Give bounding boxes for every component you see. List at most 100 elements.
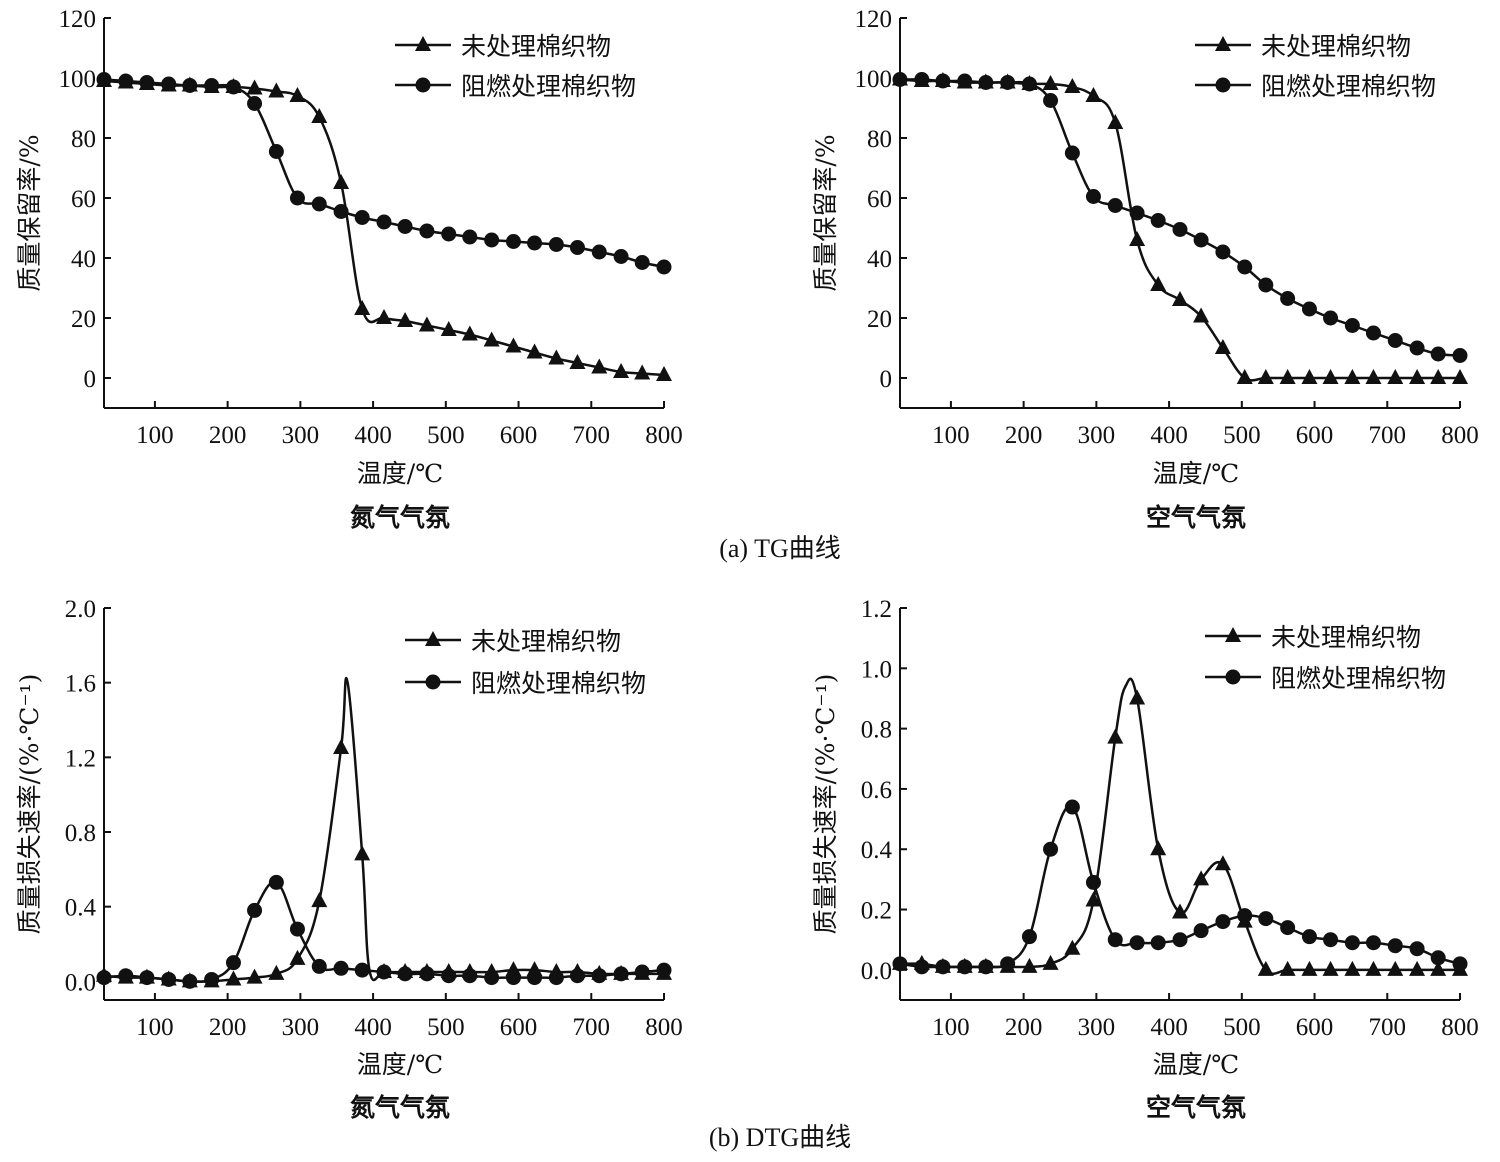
x-tick-label: 200 (209, 1014, 247, 1041)
chart-panel-3: 100 200 300 400 500 600 700 800 0.0 0.2 0.4 0.6 0.8 1… (811, 596, 1479, 1122)
data-point (1344, 960, 1361, 976)
x-tick-label: 700 (573, 1014, 611, 1041)
x-tick-label: 100 (932, 422, 970, 449)
data-point (1430, 950, 1446, 966)
data-point (161, 971, 177, 987)
y-tick-label: 60 (867, 186, 892, 213)
series-circle (96, 874, 672, 989)
x-tick-label: 500 (427, 422, 465, 449)
data-point (268, 82, 285, 98)
data-point (1129, 689, 1146, 705)
data-point (505, 970, 521, 986)
y-tick-label: 120 (59, 6, 97, 33)
data-point (1237, 908, 1253, 924)
data-point (1064, 78, 1081, 93)
x-axis-label: 温度/℃ (1153, 459, 1239, 488)
data-point (505, 234, 521, 249)
x-tick-label: 700 (573, 422, 611, 449)
data-point (548, 237, 564, 252)
y-axis-label: 质量损失速率/(%·℃⁻¹) (811, 674, 840, 935)
data-point (935, 959, 951, 975)
y-axis-label: 质量保留率/% (15, 134, 44, 291)
y-tick-label: 2.0 (65, 596, 96, 623)
x-tick-label: 700 (1369, 1014, 1407, 1041)
data-point (225, 955, 241, 971)
data-point (289, 949, 306, 965)
data-point (268, 874, 284, 890)
legend-marker (415, 36, 431, 51)
x-tick-label: 800 (1441, 1014, 1479, 1041)
legend-label: 阻燃处理棉织物 (1261, 72, 1436, 101)
y-tick-label: 0 (84, 366, 97, 393)
data-point (1042, 75, 1059, 90)
data-point (311, 108, 328, 123)
y-tick-label: 100 (59, 66, 97, 93)
legend-marker (425, 674, 441, 690)
data-point (1365, 935, 1381, 951)
series-line (899, 78, 1461, 357)
data-point (1107, 728, 1124, 744)
legend-marker (415, 77, 431, 93)
x-axis-label: 温度/℃ (357, 459, 443, 488)
x-tick-label: 800 (645, 1014, 683, 1041)
series-circle (96, 72, 672, 275)
data-point (1430, 346, 1446, 362)
data-point (204, 78, 220, 93)
data-point (1280, 291, 1296, 306)
data-point (892, 956, 908, 972)
data-point (1452, 369, 1468, 384)
data-point (1150, 840, 1167, 856)
data-point (1021, 929, 1037, 945)
data-point (1085, 874, 1101, 890)
data-point (440, 321, 457, 336)
y-tick-label: 40 (867, 246, 892, 273)
data-point (613, 363, 630, 378)
data-point (548, 349, 565, 365)
atmosphere-label: 空气气氛 (1146, 1093, 1246, 1122)
x-tick-label: 100 (136, 1014, 174, 1041)
legend-label: 未处理棉织物 (1271, 623, 1421, 652)
data-point (1064, 145, 1080, 161)
data-point (1000, 75, 1016, 90)
data-point (1042, 954, 1059, 970)
data-point (1258, 277, 1274, 293)
data-point (182, 973, 198, 989)
data-point (1085, 87, 1102, 102)
data-point (1387, 369, 1404, 384)
data-point (634, 255, 650, 270)
data-point (1452, 348, 1468, 363)
x-tick-label: 800 (1441, 422, 1479, 449)
series-circle (892, 799, 1468, 975)
y-tick-label: 40 (71, 246, 96, 273)
data-point (1150, 276, 1167, 291)
data-point (247, 96, 263, 111)
y-tick-label: 0.0 (65, 969, 96, 996)
y-axis-label: 质量保留率/% (811, 134, 840, 291)
data-point (247, 902, 263, 918)
x-tick-label: 400 (1150, 1014, 1188, 1041)
data-point (569, 354, 586, 369)
data-point (376, 964, 392, 980)
x-tick-label: 400 (354, 1014, 392, 1041)
data-point (418, 316, 435, 332)
data-point (1172, 222, 1188, 237)
data-point (419, 223, 435, 239)
series-line (899, 677, 1460, 975)
data-point (96, 72, 112, 87)
data-point (1172, 903, 1188, 919)
y-tick-label: 0.8 (65, 820, 96, 847)
data-point (1150, 213, 1166, 228)
y-tick-label: 0.2 (861, 898, 892, 925)
data-point (441, 226, 457, 242)
data-point (1043, 841, 1059, 857)
data-point (1365, 325, 1381, 341)
data-point (462, 968, 478, 984)
data-point (1150, 935, 1166, 951)
series-line (103, 676, 664, 983)
data-point (1344, 318, 1360, 333)
data-point (1107, 114, 1124, 129)
data-point (656, 259, 672, 275)
x-tick-label: 500 (427, 1014, 465, 1041)
y-tick-label: 1.2 (65, 745, 96, 772)
